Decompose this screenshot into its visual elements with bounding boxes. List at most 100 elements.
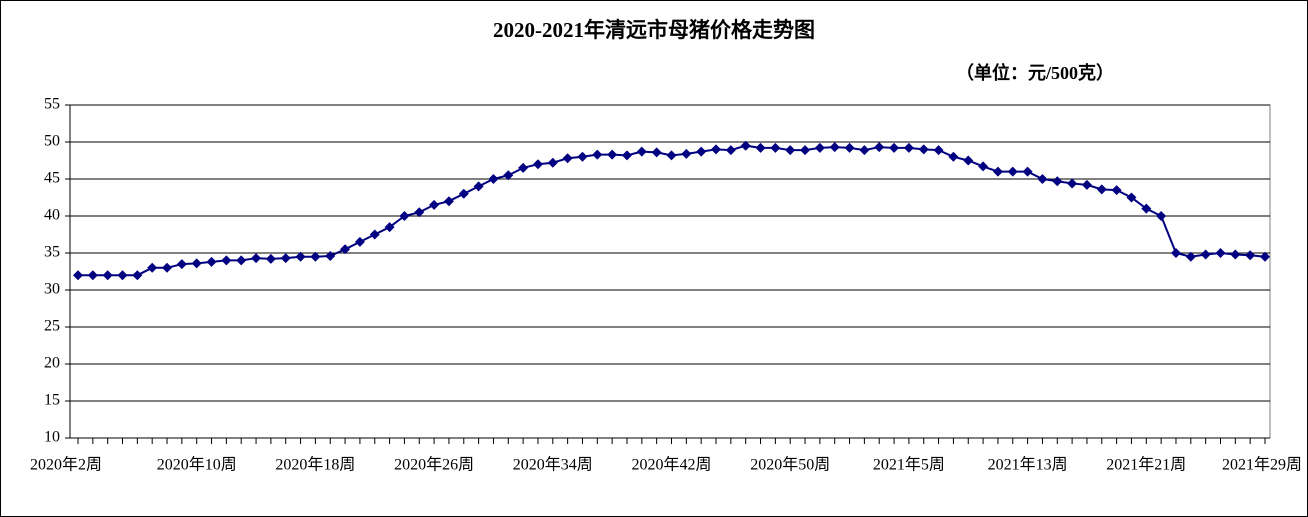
point [458,188,469,199]
point [147,262,158,273]
y-tick-label: 10 [44,429,60,446]
point [1230,249,1241,260]
plot-area [69,104,1271,439]
point [592,149,603,160]
point [770,142,781,153]
point [963,155,974,166]
point [1081,179,1092,190]
point [1215,248,1226,258]
x-tick-label: 2020年26周 [394,456,474,474]
y-tick-label: 45 [44,170,60,187]
point [206,256,217,267]
point [889,142,900,153]
point [191,258,202,269]
point [800,145,811,156]
point [325,250,336,261]
y-tick-label: 55 [44,96,60,113]
point [265,253,276,264]
point [251,253,262,264]
point [903,142,914,153]
point [117,270,128,281]
point [992,166,1003,177]
point [518,162,529,173]
y-tick-label: 50 [44,133,60,150]
point [221,255,232,266]
point [874,142,885,153]
point [532,159,543,170]
x-tick-label: 2021年21周 [1106,456,1186,474]
point [1067,178,1078,189]
point [295,251,306,262]
point [1245,250,1256,261]
y-tick-label: 15 [44,392,60,409]
point [280,253,291,264]
point [725,145,736,156]
y-tick-label: 30 [44,281,60,298]
point [740,140,751,151]
point [1052,176,1063,187]
y-tick-label: 25 [44,318,60,335]
point [696,146,707,157]
unit-label: （单位：元/500克） [956,62,1114,83]
point [132,270,143,281]
point [844,142,855,153]
point [1111,185,1122,196]
point [1126,192,1137,203]
point [785,145,796,156]
point [547,157,558,168]
point [236,255,247,266]
point [562,153,573,164]
point [666,150,677,161]
point [310,251,321,262]
chart-title: 2020-2021年清远市母猪价格走势图 [493,18,815,42]
point [473,181,484,192]
point [488,174,499,184]
point [87,270,98,281]
point [1141,203,1152,214]
point [429,199,440,210]
point [1170,248,1181,258]
point [1096,184,1107,195]
x-tick-label: 2021年5周 [873,456,945,474]
point [414,207,425,218]
point [978,161,989,172]
point [814,142,825,153]
point [681,148,692,159]
point [1200,249,1211,260]
y-tick-label: 20 [44,355,60,372]
x-tick-label: 2020年50周 [750,456,830,474]
point [340,244,351,255]
x-tick-label: 2020年18周 [275,456,355,474]
point [1156,211,1167,221]
y-tick-label: 35 [44,244,60,261]
point [755,142,766,153]
point [176,259,187,270]
point [354,236,365,247]
point [384,222,395,233]
x-tick-label: 2021年29周 [1222,456,1302,474]
point [1037,174,1048,184]
point [102,270,113,281]
x-tick-label: 2020年2周 [30,456,102,474]
x-tick-label: 2021年13周 [988,456,1068,474]
point [711,144,722,155]
point [1185,251,1196,262]
point [636,146,647,157]
point [918,144,929,155]
point [1260,251,1270,262]
point [1007,166,1018,177]
point [621,150,632,161]
point [1022,166,1033,177]
point [829,142,840,153]
y-tick-label: 40 [44,207,60,224]
x-tick-label: 2020年34周 [513,456,593,474]
point [577,151,588,162]
point [503,170,514,181]
point [607,149,618,160]
point [651,147,662,158]
point [859,145,870,156]
point [369,229,380,240]
point [162,262,173,273]
point [948,151,959,162]
